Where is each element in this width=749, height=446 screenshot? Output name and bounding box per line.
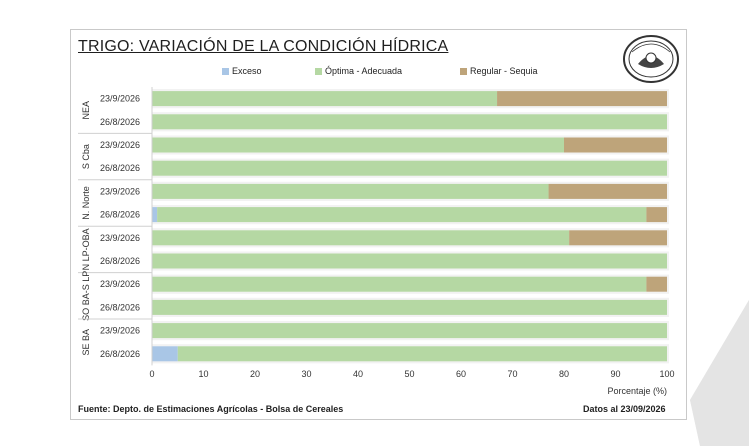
- row-date-label: 23/9/2026: [100, 279, 140, 289]
- row-date-label: 26/8/2026: [100, 349, 140, 359]
- row-date-label: 23/9/2026: [100, 233, 140, 243]
- x-tick-label: 90: [610, 369, 620, 379]
- x-tick-label: 80: [559, 369, 569, 379]
- bar-segment: [152, 207, 158, 223]
- row-date-label: 23/9/2026: [100, 186, 140, 196]
- legend-regular: Regular - Sequia: [460, 66, 538, 76]
- x-tick-label: 0: [149, 369, 154, 379]
- row-date-label: 26/8/2026: [100, 210, 140, 220]
- bar-segment: [646, 276, 667, 292]
- legend-swatch-exceso: [222, 68, 229, 75]
- bar-segment: [152, 137, 564, 153]
- group-label: NEA: [81, 101, 91, 120]
- x-tick-label: 20: [250, 369, 260, 379]
- bar-segment: [152, 183, 549, 199]
- group-label: N. Norte: [81, 186, 91, 220]
- x-axis-label: Porcentaje (%): [607, 386, 667, 396]
- x-tick-label: 40: [353, 369, 363, 379]
- bar-segment: [152, 230, 570, 246]
- group-label: SO BA-S LP: [81, 271, 91, 321]
- row-date-label: 23/9/2026: [100, 326, 140, 336]
- group-label: N LP-OBA: [81, 228, 91, 270]
- x-tick-label: 30: [301, 369, 311, 379]
- x-tick-label: 70: [507, 369, 517, 379]
- row-date-label: 26/8/2026: [100, 302, 140, 312]
- row-date-label: 23/9/2026: [100, 140, 140, 150]
- legend-swatch-optima: [315, 68, 322, 75]
- bar-segment: [152, 91, 498, 107]
- legend-label-exceso: Exceso: [232, 66, 262, 76]
- bar-segment: [177, 346, 667, 362]
- row-date-label: 26/8/2026: [100, 117, 140, 127]
- bar-segment: [152, 160, 667, 176]
- row-date-label: 23/9/2026: [100, 94, 140, 104]
- bar-segment: [152, 346, 178, 362]
- x-tick-label: 50: [404, 369, 414, 379]
- legend-exceso: Exceso: [222, 66, 262, 76]
- bar-segment: [548, 183, 667, 199]
- row-date-label: 26/8/2026: [100, 163, 140, 173]
- bar-segment: [152, 114, 667, 130]
- bolsa-de-cereales-logo: [623, 35, 679, 83]
- source-note: Fuente: Depto. de Estimaciones Agrícolas…: [78, 404, 344, 414]
- data-date: Datos al 23/09/2026: [583, 404, 666, 414]
- bar-segment: [564, 137, 667, 153]
- legend-label-regular: Regular - Sequia: [470, 66, 538, 76]
- bar-segment: [157, 207, 647, 223]
- legend-label-optima: Óptima - Adecuada: [325, 66, 403, 76]
- bar-segment: [569, 230, 667, 246]
- chart-title: TRIGO: VARIACIÓN DE LA CONDICIÓN HÍDRICA: [78, 38, 449, 55]
- bar-segment: [152, 253, 667, 269]
- bar-segment: [497, 91, 667, 107]
- legend-optima: Óptima - Adecuada: [315, 66, 402, 76]
- group-label: S Cba: [81, 144, 91, 169]
- bar-segment: [152, 276, 647, 292]
- legend-swatch-regular: [460, 68, 467, 75]
- row-date-label: 26/8/2026: [100, 256, 140, 266]
- bar-segment: [152, 299, 667, 315]
- x-tick-label: 60: [456, 369, 466, 379]
- x-tick-label: 10: [198, 369, 208, 379]
- bar-segment: [646, 207, 667, 223]
- group-label: SE BA: [81, 329, 91, 356]
- x-tick-label: 100: [659, 369, 674, 379]
- bar-segment: [152, 323, 667, 339]
